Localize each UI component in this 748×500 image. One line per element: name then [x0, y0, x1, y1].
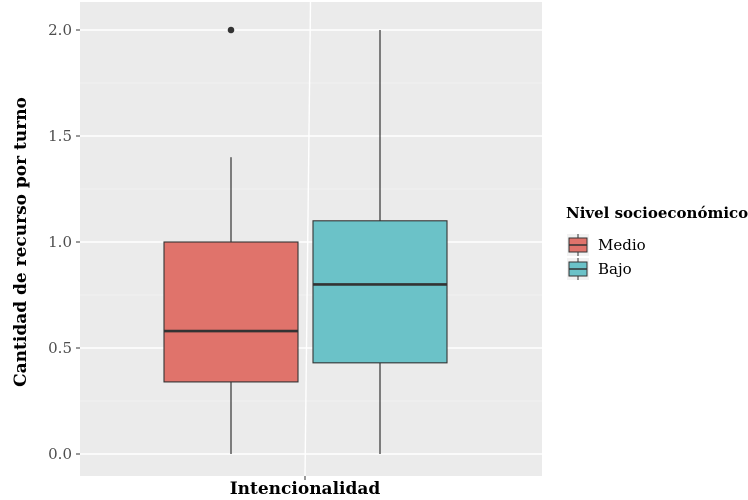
legend-item-bajo: Bajo — [567, 258, 632, 280]
legend: Nivel socioeconómico Medio Bajo — [566, 204, 748, 280]
plot-panel — [80, 2, 542, 476]
x-axis-title: Intencionalidad — [230, 479, 381, 499]
y-axis-ticks: 0.0 0.5 1.0 1.5 2.0 — [48, 21, 306, 480]
y-tick-label: 1.0 — [48, 233, 72, 251]
iqr-box — [163, 241, 299, 383]
y-tick-label: 0.0 — [48, 445, 72, 463]
legend-title: Nivel socioeconómico — [566, 204, 748, 222]
y-tick-label: 0.5 — [48, 339, 72, 357]
boxes — [163, 26, 448, 454]
outlier-point — [227, 26, 235, 34]
legend-label: Medio — [598, 236, 646, 254]
legend-items: Medio Bajo — [567, 234, 646, 280]
legend-item-medio: Medio — [567, 234, 646, 256]
box-bajo — [312, 30, 448, 454]
box-medio — [163, 26, 299, 454]
legend-label: Bajo — [598, 260, 632, 278]
minor-gridlines — [80, 82, 542, 402]
major-gridlines — [80, 1, 542, 477]
iqr-box — [312, 220, 448, 364]
y-axis-title: Cantidad de recurso por turno — [11, 97, 31, 387]
y-tick-label: 2.0 — [48, 21, 72, 39]
y-tick-label: 1.5 — [48, 127, 72, 145]
vertical-gridline — [304, 1, 312, 477]
